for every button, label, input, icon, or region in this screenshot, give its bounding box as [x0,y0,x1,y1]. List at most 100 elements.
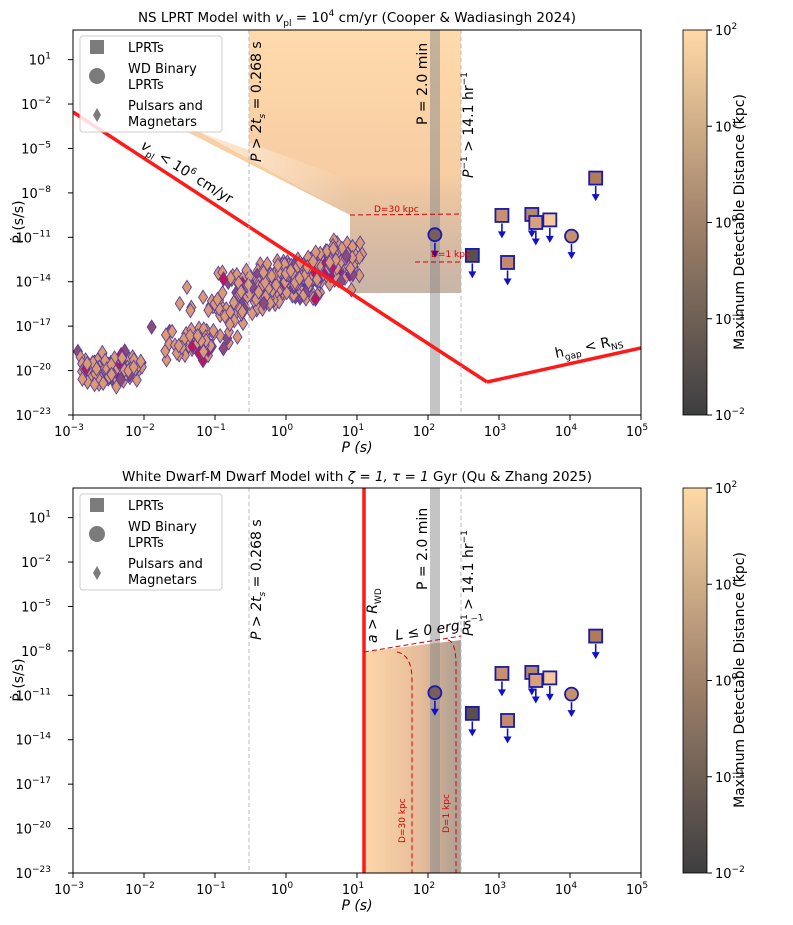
x-tick-label: 104 [555,881,578,898]
upper-limit-arrowhead [545,235,554,243]
pulsar-point [91,361,102,377]
bottom-ann-ts: P > 2ts = 0.268 s [249,519,268,640]
pulsar-point [324,254,335,271]
top-legend: LPRTs WD Binary LPRTs Pulsars and Magnet… [79,35,223,133]
pulsar-point [198,343,209,360]
x-tick-label: 102 [413,423,435,440]
bottom-legend: LPRTs WD Binary LPRTs Pulsars and Magnet… [79,493,223,591]
pulsar-point [225,270,236,286]
top-d30-contour [349,213,462,216]
bottom-xlabel: P (s) [341,898,372,914]
bottom-title: White Dwarf-M Dwarf Model with ζ = 1, τ … [122,469,592,485]
lprt-marker [542,670,558,686]
pulsar-point [198,289,209,306]
upper-limit-arrowhead [468,729,477,737]
pulsar-point [115,371,126,388]
lprt-marker [588,628,604,644]
bottom-ann-2min: P = 2.0 min [415,508,431,590]
pulsar-point [303,274,314,290]
top-2min-band [430,30,440,415]
top-legend-wd1: WD Binary [128,62,197,77]
top-legend-ps1: Pulsars and [128,99,203,114]
colorbar-tick-label: 10−2 [715,865,745,882]
bottom-2min-band [430,488,440,873]
y-tick-label: 10−8 [21,185,51,202]
wd-binary-marker [427,227,443,243]
colorbar-tick-label: 10−2 [715,407,745,424]
top-hgap-line [486,346,641,384]
y-tick-label: 101 [29,510,51,527]
top-ann-d30: D=30 kpc [374,205,419,215]
upper-limit-arrowhead [468,271,477,279]
bottom-ylabel: Ṗ (s/s) [9,658,27,701]
pulsar-point [208,322,219,339]
lprt-marker [500,713,515,728]
y-tick-label: 10−17 [15,318,51,335]
upper-limit-arrowhead [497,689,506,697]
pulsar-point [82,355,93,372]
y-tick-label: 10−23 [15,407,51,424]
top-ann-hgap: hgap < RNS [554,332,625,365]
pulsar-point [330,252,341,268]
pulsar-point [77,371,88,388]
x-tick-label: 105 [626,423,648,440]
lprt-marker [464,706,480,721]
pulsar-point [167,323,178,340]
bottom-legend-ps2: Magnetars [128,573,197,588]
upper-limit-arrowhead [430,250,439,258]
bottom-legend-box [79,493,223,591]
top-legend-wd2: LPRTs [128,78,164,93]
colorbar-tick-label: 102 [715,22,737,39]
top-title: NS LPRT Model with vpl = 104 cm/yr (Coop… [138,9,576,29]
upper-limit-arrowhead [527,230,536,238]
upper-limit-arrowhead [527,688,536,696]
lprt-marker [494,208,510,223]
top-pulsar-cloud [73,232,368,395]
pulsar-point [98,375,109,392]
pulsar-point [106,366,117,383]
x-tick-label: 10−2 [125,423,155,440]
bottom-ticks: 10−3 10−2 10−1 100 101 102 103 104 105 10−23 10−20… [15,510,648,898]
pulsar-point [328,240,339,257]
pulsar-point [232,329,243,345]
top-vpl-line [73,110,488,384]
y-tick-label: 10−5 [21,598,51,615]
y-tick-label: 10−20 [15,821,51,838]
bottom-legend-wd2: LPRTs [128,536,164,551]
bottom-colorbar-label: Maximum Detectable Distance (kpc) [732,552,748,808]
y-tick-label: 10−14 [15,274,51,291]
upper-limit-arrowhead [497,231,506,239]
x-tick-label: 103 [484,423,506,440]
pulsar-point [243,276,254,293]
x-tick-label: 104 [555,423,578,440]
top-ylabel: Ṗ (s/s) [9,200,27,243]
x-tick-label: 103 [484,881,506,898]
x-tick-label: 10−3 [54,881,84,898]
y-tick-label: 10−23 [15,865,51,882]
bottom-L-contour [363,635,462,653]
pulsar-point [285,263,296,279]
pulsar-point [253,284,264,300]
y-tick-label: 10−20 [15,363,51,380]
x-tick-label: 101 [342,881,364,898]
upper-limit-arrowhead [531,696,540,704]
pulsar-point [161,352,172,368]
bottom-legend-lprt: LPRTs [128,499,164,514]
lprt-marker [588,170,604,186]
pulsar-point [281,284,292,301]
top-shaded-region [160,30,461,293]
pulsar-point [236,284,247,300]
pulsar-point [311,271,323,288]
bottom-d1-contour [447,639,457,873]
bottom-lprt-markers [427,628,604,744]
wd-binary-marker [564,686,579,702]
y-tick-label: 10−8 [21,643,51,660]
pulsar-point [237,304,248,320]
upper-limit-arrowhead [567,710,576,718]
top-legend-lprt: LPRTs [128,41,164,56]
top-ann-d1: D=1 kpc [431,250,470,260]
bottom-legend-diamond-icon [93,566,101,580]
upper-limit-arrowhead [567,252,576,260]
wd-binary-marker [427,685,443,701]
top-legend-box [79,35,223,133]
